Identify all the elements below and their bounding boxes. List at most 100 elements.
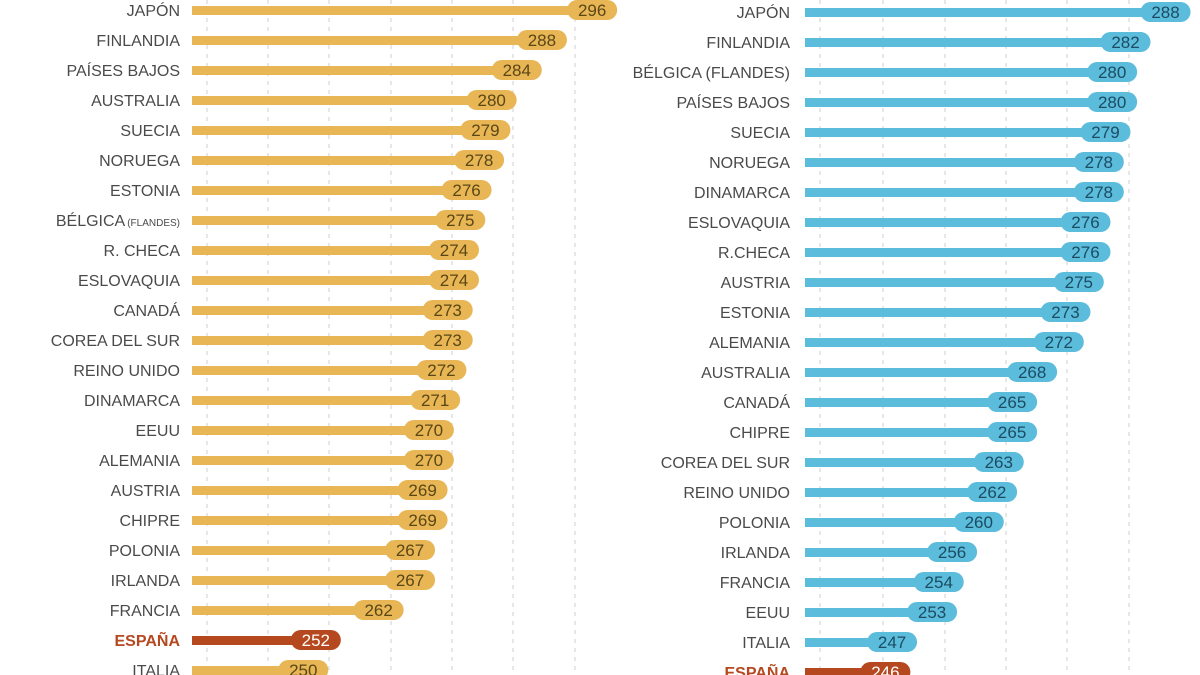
data-label: 273 (1051, 303, 1079, 322)
category-label: POLONIA (719, 515, 790, 532)
data-label: 274 (440, 271, 468, 290)
data-label: 262 (364, 601, 392, 620)
bar (805, 608, 938, 617)
bar (192, 516, 428, 525)
value-pill (1087, 62, 1138, 82)
data-label: 273 (434, 331, 462, 350)
bar (805, 338, 1064, 347)
category-label: ESTONIA (720, 305, 790, 322)
category-label: BÉLGICA (FLANDES) (633, 63, 790, 82)
bar (805, 458, 1004, 467)
value-pill (987, 392, 1038, 412)
category-label: DINAMARCA (84, 393, 180, 410)
value-pill (1100, 32, 1151, 52)
data-label: 270 (415, 421, 443, 440)
data-label: 276 (1071, 243, 1099, 262)
bar (192, 156, 485, 165)
bar (805, 368, 1038, 377)
category-label: AUSTRIA (111, 483, 181, 500)
value-pill (410, 390, 461, 410)
value-pill (1073, 152, 1124, 172)
bar (192, 6, 598, 15)
bar (805, 668, 891, 675)
category-label: COREA DEL SUR (661, 455, 790, 472)
value-pill (454, 150, 505, 170)
value-pill (428, 240, 479, 260)
bar (805, 218, 1091, 227)
category-label: REINO UNIDO (73, 363, 180, 380)
data-label: 269 (408, 481, 436, 500)
category-label: AUSTRALIA (91, 93, 180, 110)
value-pill (1007, 362, 1058, 382)
data-label: 267 (396, 541, 424, 560)
data-label: 256 (938, 543, 966, 562)
category-label: IRLANDA (111, 573, 181, 590)
value-pill (435, 210, 486, 230)
category-label: CHIPRE (730, 425, 790, 442)
bar (805, 428, 1018, 437)
category-label: REINO UNIDO (683, 485, 790, 502)
value-pill (973, 452, 1024, 472)
bar (192, 576, 416, 585)
category-label: R. CHECA (104, 243, 181, 260)
value-pill (1053, 272, 1104, 292)
data-label: 246 (871, 663, 899, 675)
data-label: 276 (452, 181, 480, 200)
bar (192, 636, 321, 645)
bar (192, 246, 459, 255)
category-label: SUECIA (120, 123, 180, 140)
bar (192, 366, 447, 375)
bar (805, 308, 1071, 317)
value-pill (428, 270, 479, 290)
bar (192, 396, 441, 405)
data-label: 274 (440, 241, 468, 260)
bar (805, 188, 1104, 197)
bar (192, 216, 466, 225)
data-label: 284 (503, 61, 531, 80)
category-label: PAÍSES BAJOS (66, 61, 180, 80)
bar (192, 666, 309, 675)
bar (192, 426, 434, 435)
bar (805, 98, 1118, 107)
bar (805, 578, 944, 587)
category-label: FRANCIA (720, 575, 791, 592)
data-label: 253 (918, 603, 946, 622)
value-pill (441, 180, 492, 200)
bar (192, 126, 491, 135)
data-label: 278 (1085, 153, 1113, 172)
category-label: FINLANDIA (706, 35, 790, 52)
data-label: 278 (1085, 183, 1113, 202)
value-pill (953, 512, 1004, 532)
bar (192, 546, 416, 555)
bar (192, 456, 434, 465)
category-label: AUSTRALIA (701, 365, 790, 382)
bar (805, 278, 1084, 287)
bar (805, 638, 898, 647)
bar (805, 248, 1091, 257)
data-label: 254 (925, 573, 953, 592)
data-label: 273 (434, 301, 462, 320)
bar (192, 36, 547, 45)
value-pill (290, 630, 341, 650)
bar (805, 548, 958, 557)
bar (192, 66, 522, 75)
data-label: 296 (578, 1, 606, 20)
value-pill (491, 60, 542, 80)
data-label: 280 (1098, 93, 1126, 112)
category-label: JAPÓN (737, 3, 790, 22)
value-pill (422, 330, 473, 350)
value-pill (987, 422, 1038, 442)
category-label: NORUEGA (709, 155, 790, 172)
value-pill (1073, 182, 1124, 202)
value-pill (403, 450, 454, 470)
data-label: 250 (289, 661, 317, 675)
value-pill (1040, 302, 1091, 322)
value-pill (1060, 212, 1111, 232)
value-pill (907, 602, 958, 622)
value-pill (927, 542, 978, 562)
data-label: 280 (1098, 63, 1126, 82)
category-label: ESLOVAQUIA (78, 273, 180, 290)
value-pill (416, 360, 467, 380)
value-pill (913, 572, 964, 592)
